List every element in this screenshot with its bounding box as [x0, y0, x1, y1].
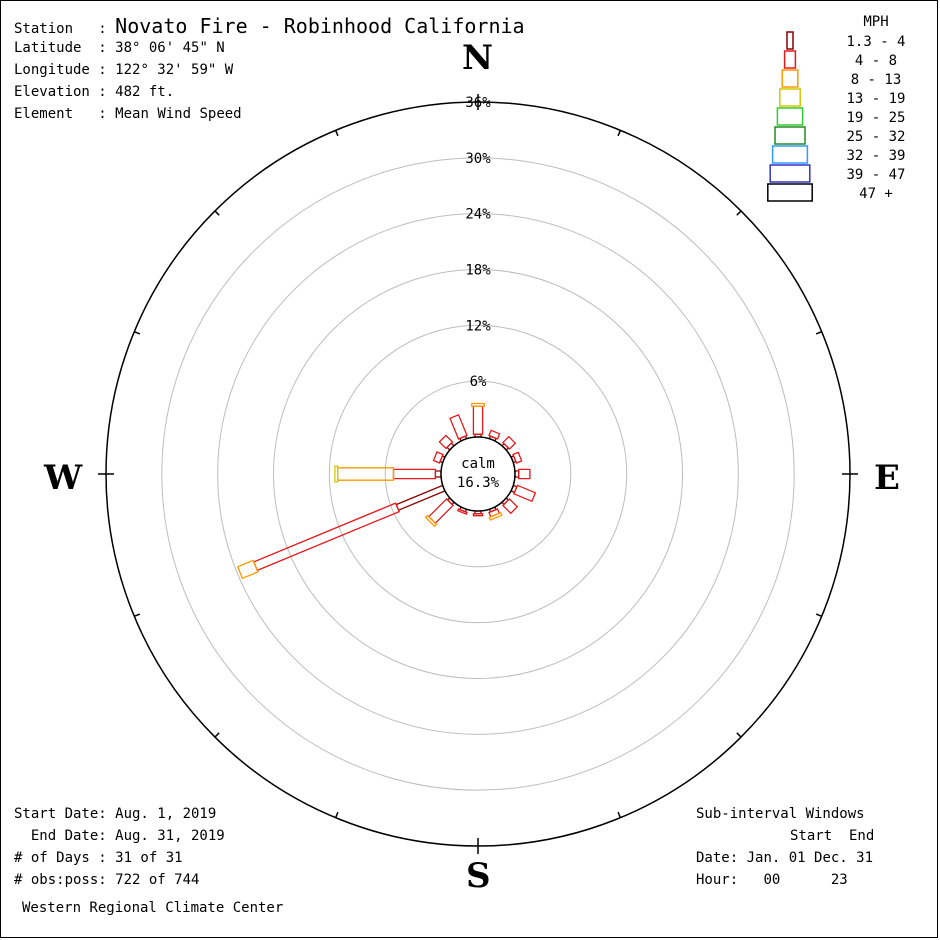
legend-label: 32 - 39 — [846, 148, 905, 164]
latitude-line: Latitude : 38° 06' 45" N — [14, 40, 225, 56]
compass-tick — [134, 330, 141, 335]
compass-tick — [214, 732, 220, 738]
elevation-line: Elevation : 482 ft. — [14, 84, 175, 100]
date-row: Date: Jan. 01 Dec. 31 — [696, 850, 874, 866]
compass-tick — [134, 613, 141, 618]
petal-segment — [472, 513, 484, 517]
ring-12 — [328, 324, 628, 624]
compass-tick — [815, 613, 822, 618]
credit-text: Western Regional Climate Center — [22, 900, 284, 916]
tick-group — [98, 94, 858, 854]
compass-tick — [736, 210, 742, 216]
legend-swatch — [786, 31, 794, 50]
ring-label: 12% — [465, 318, 491, 334]
ring-6 — [384, 380, 572, 568]
legend-swatch — [769, 164, 811, 183]
compass-tick — [617, 811, 622, 818]
petal-segment — [449, 413, 468, 440]
legend-swatch — [776, 107, 804, 126]
petal-segment — [512, 451, 523, 464]
legend-swatch — [779, 88, 801, 107]
legend-label: 25 - 32 — [846, 129, 905, 145]
legend-label: 39 - 47 — [846, 167, 905, 183]
station-line: Station : Novato Fire - Robinhood Califo… — [14, 14, 525, 38]
ring-30 — [161, 157, 795, 791]
petal-segment — [434, 470, 442, 478]
ring-label: 36% — [465, 95, 491, 111]
ring-24 — [217, 213, 739, 735]
petal-segment — [456, 508, 468, 516]
petal-segment — [438, 434, 454, 450]
calm-group: calm 16.3% — [440, 436, 516, 512]
ring-label: 6% — [470, 374, 487, 390]
legend-label: 13 - 19 — [846, 91, 905, 107]
compass-tick — [815, 330, 822, 335]
calm-circle — [440, 436, 516, 512]
calm-value: 16.3% — [457, 475, 500, 491]
subinterval-title: Sub-interval Windows — [696, 806, 865, 822]
compass-tick — [736, 732, 742, 738]
days-count: # of Days : 31 of 31 — [14, 850, 183, 866]
legend-swatch — [774, 126, 806, 145]
petal-segment — [488, 511, 503, 521]
petal-segment — [471, 402, 485, 407]
compass-tick — [334, 811, 339, 818]
legend-swatch — [781, 69, 799, 88]
subinterval-header: Start End — [790, 828, 875, 844]
legend-label: 1.3 - 4 — [846, 34, 905, 50]
petal-segment — [424, 514, 438, 528]
ring-label: 18% — [465, 263, 491, 279]
end-date: End Date: Aug. 31, 2019 — [14, 828, 225, 844]
petal-segment — [501, 497, 519, 515]
compass-tick — [214, 210, 220, 216]
legend-label: 47 + — [859, 186, 893, 202]
petal-group — [236, 402, 537, 580]
legend-swatch — [783, 50, 797, 69]
start-date: Start Date: Aug. 1, 2019 — [14, 806, 217, 822]
legend-label: 4 - 8 — [855, 53, 897, 69]
calm-label: calm — [461, 456, 495, 472]
cardinal-north: N — [462, 38, 494, 78]
compass-tick — [334, 130, 339, 137]
station-name: Novato Fire - Robinhood California — [115, 14, 525, 38]
petal-segment — [518, 468, 531, 480]
legend-label: 8 - 13 — [851, 72, 902, 88]
petal-segment — [513, 484, 537, 503]
petal-segment — [472, 405, 484, 435]
hour-row: Hour: 00 23 — [696, 872, 848, 888]
petal-segment — [392, 468, 437, 480]
legend-swatch — [771, 145, 809, 164]
petal-segment — [432, 451, 444, 464]
petal-segment — [501, 435, 517, 451]
legend: MPH 1.3 - 4 4 - 8 8 - 13 13 - 19 19 - 25 25 - … — [767, 14, 906, 202]
legend-label: 19 - 25 — [846, 110, 905, 126]
element-line: Element : Mean Wind Speed — [14, 106, 242, 122]
cardinal-east: E — [874, 458, 900, 498]
petal-segment — [334, 465, 339, 483]
compass-tick — [617, 130, 622, 137]
cardinal-west: W — [44, 458, 83, 498]
cardinal-south: S — [466, 856, 491, 896]
petal-segment — [488, 429, 501, 440]
ring-label: 24% — [465, 207, 491, 223]
petal-segment — [395, 484, 446, 512]
ring-18 — [273, 269, 683, 679]
ring-label: 30% — [465, 151, 491, 167]
legend-swatch — [767, 183, 813, 202]
longitude-line: Longitude : 122° 32' 59" W — [14, 62, 234, 78]
ring-label-group: 6% 12% 18% 24% 30% 36% — [465, 95, 491, 390]
legend-title: MPH — [863, 14, 888, 30]
petal-segment — [252, 502, 401, 572]
petal-segment — [236, 559, 259, 580]
obs-count: # obs:poss: 722 of 744 — [14, 872, 200, 888]
